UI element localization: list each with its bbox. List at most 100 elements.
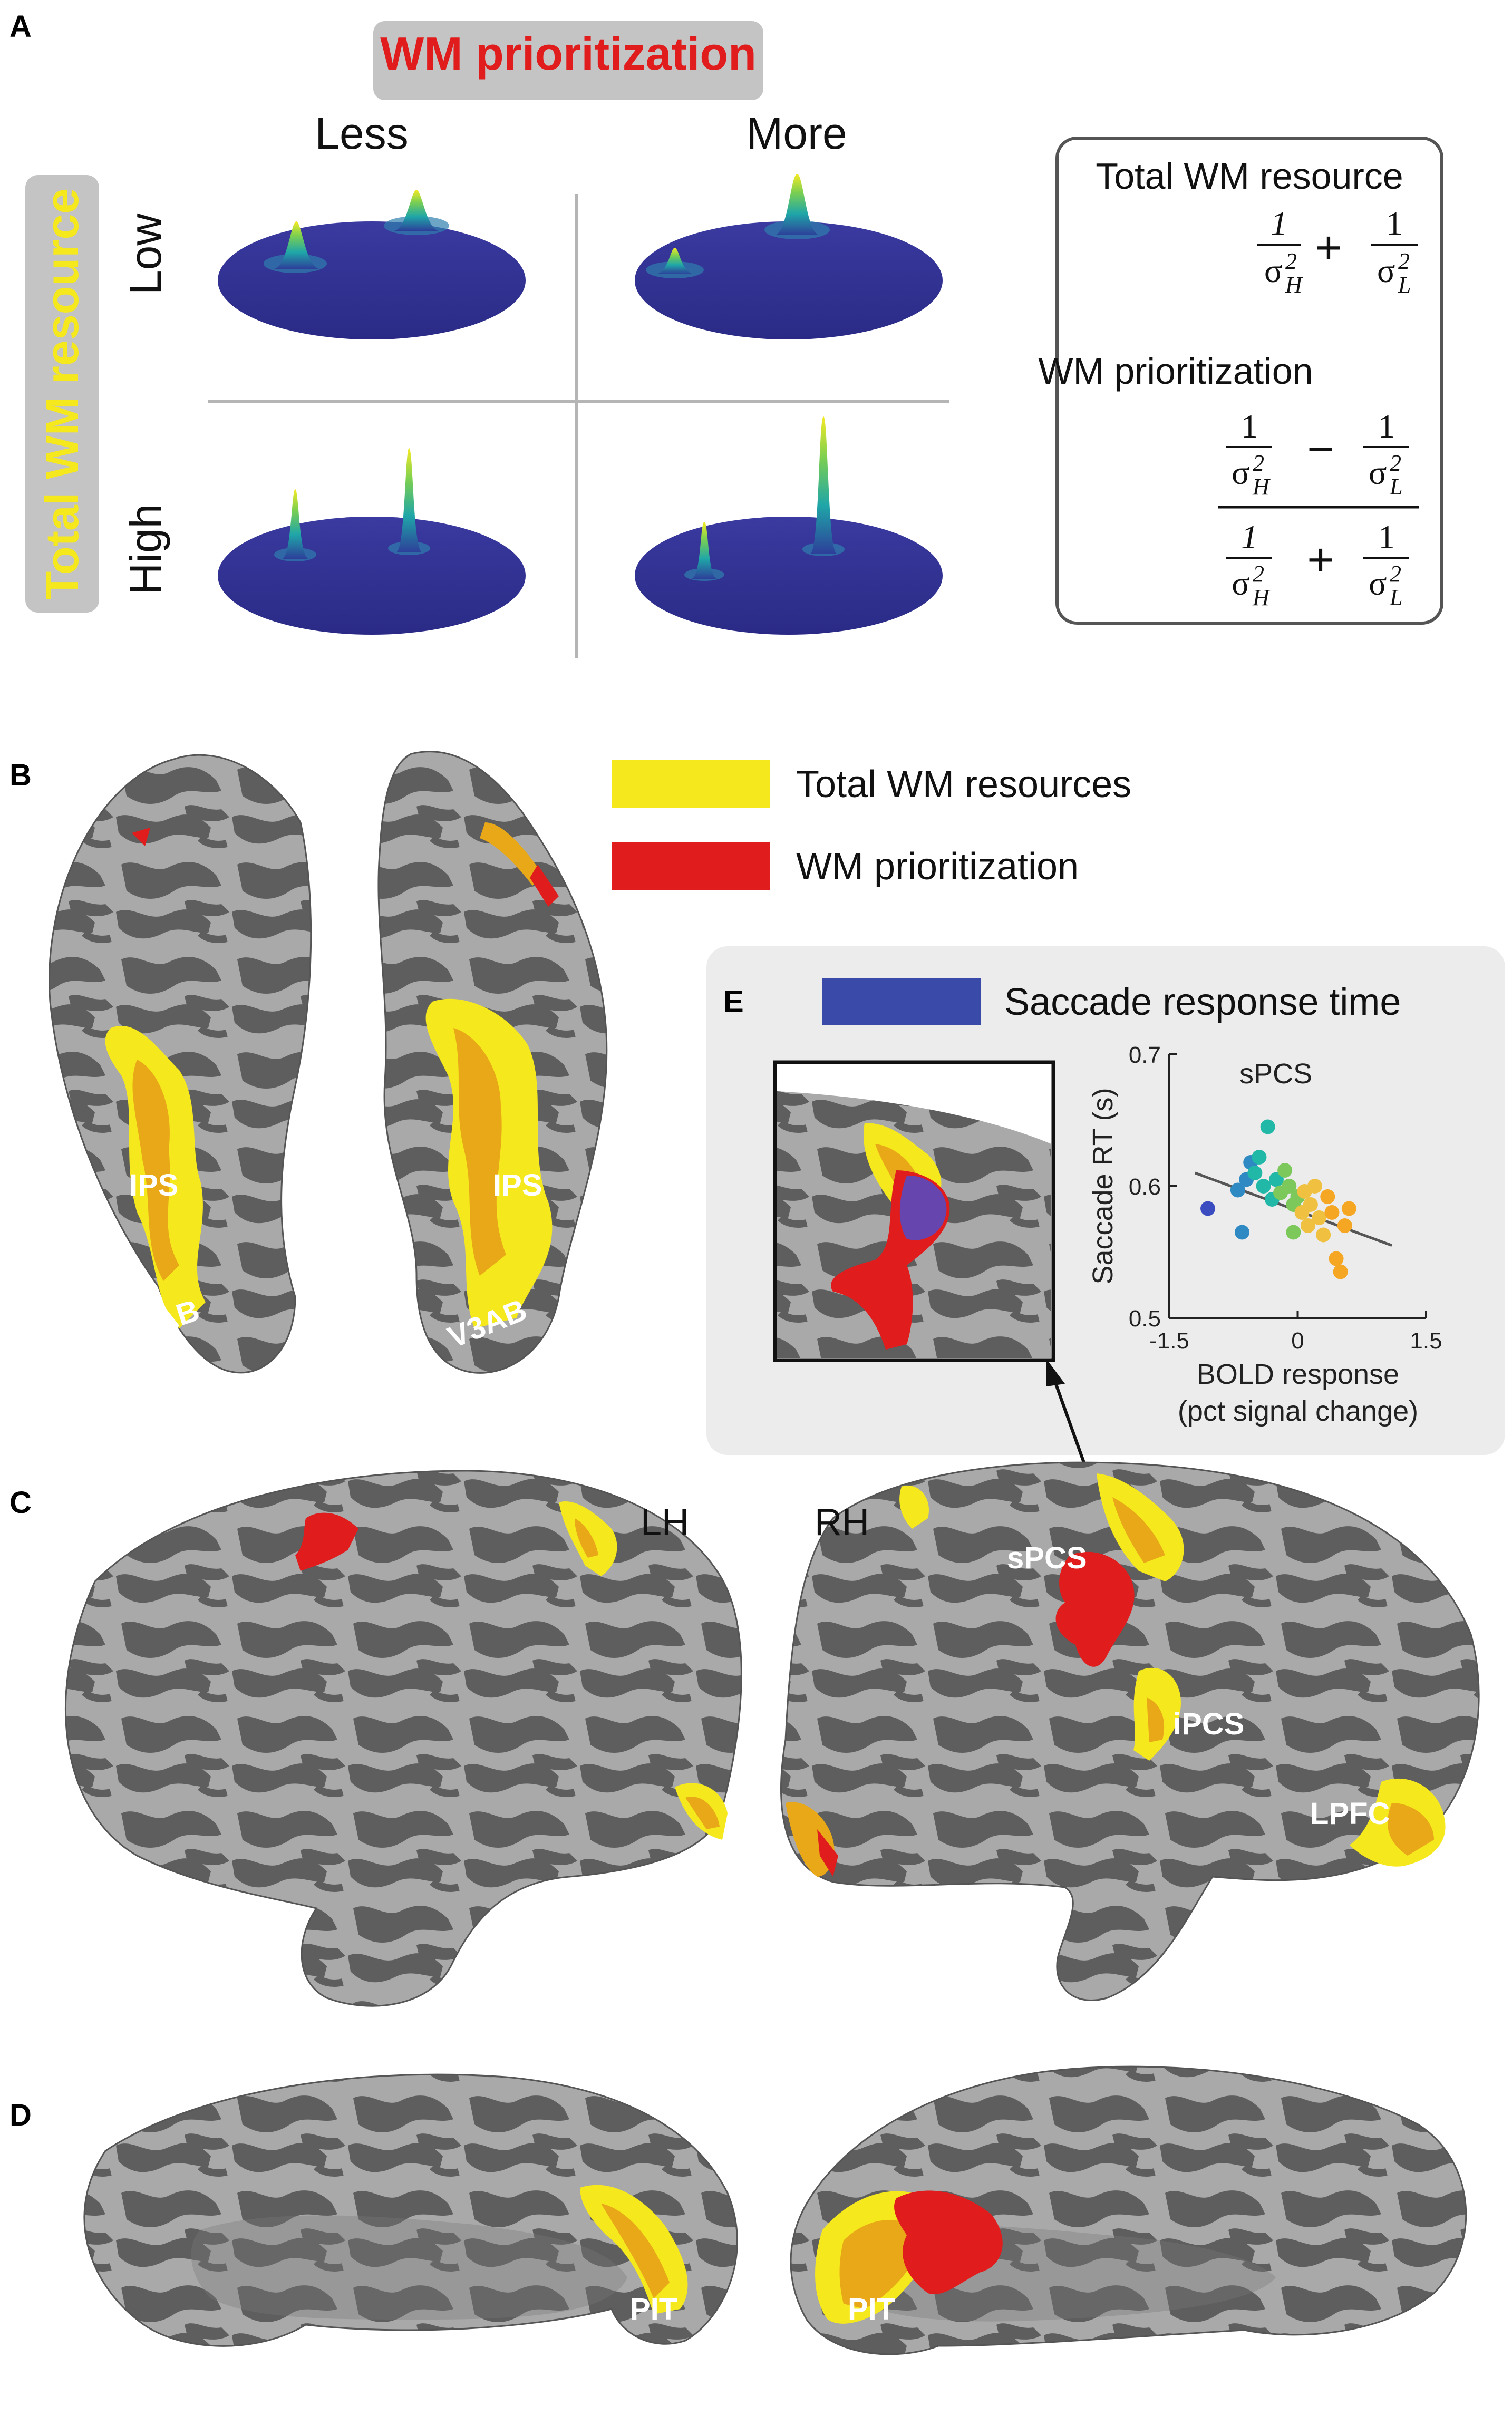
formula-title-total: Total WM resource — [1096, 156, 1403, 197]
x-axis-title-line1: BOLD response — [1197, 1359, 1399, 1390]
disk-high-more — [635, 416, 943, 635]
svg-text:1: 1 — [1271, 205, 1287, 242]
hemisphere-label-rh: RH — [815, 1501, 869, 1544]
region-label-ips-right: IPS — [493, 1168, 542, 1202]
x-tick-label: 1.5 — [1410, 1328, 1442, 1354]
scatter-point — [1320, 1189, 1335, 1204]
column-label-less: Less — [315, 109, 408, 158]
scatter-point — [1307, 1179, 1322, 1194]
svg-text:L: L — [1398, 272, 1411, 298]
wm-prioritization-header-box — [373, 21, 763, 100]
region-label-spcs: sPCS — [1007, 1541, 1087, 1575]
scatter-point — [1286, 1225, 1301, 1240]
wm-prioritization-header: WM prioritization — [380, 27, 757, 80]
disk-low-more — [635, 174, 943, 339]
legend-label-saccade: Saccade response time — [1004, 981, 1401, 1023]
svg-text:σ: σ — [1264, 252, 1283, 289]
row-label-high: High — [121, 504, 170, 595]
svg-text:1: 1 — [1241, 518, 1258, 556]
disk-low-less — [218, 190, 526, 339]
svg-text:+: + — [1315, 221, 1342, 274]
brain-dorsal-right: IPS V3AB — [377, 751, 608, 1374]
x-tick-label: 0 — [1291, 1328, 1304, 1354]
panel-label-d: D — [9, 2098, 32, 2132]
legend-swatch-prior — [612, 842, 770, 890]
y-tick-label: 0.7 — [1129, 1042, 1161, 1068]
svg-text:1: 1 — [1378, 407, 1395, 445]
zoom-inset — [773, 1060, 1055, 1362]
brain-lateral-right: RH sPCS iPCS LPFC — [780, 1461, 1480, 2001]
svg-text:σ: σ — [1232, 565, 1250, 602]
scatter-point — [1300, 1218, 1315, 1233]
svg-text:σ: σ — [1232, 454, 1250, 491]
svg-text:2: 2 — [1253, 561, 1264, 587]
column-label-more: More — [746, 109, 847, 158]
y-tick-label: 0.6 — [1129, 1174, 1161, 1200]
scatter-point — [1234, 1225, 1249, 1240]
x-tick-label: -1.5 — [1149, 1328, 1189, 1354]
scatter-plot: sPCS 0.5 0.6 0.7 -1.5 0 1.5 Saccade RT (s) B… — [1087, 1042, 1442, 1427]
scatter-point — [1333, 1264, 1348, 1279]
svg-text:1: 1 — [1386, 205, 1403, 242]
svg-text:H: H — [1252, 474, 1271, 500]
scatter-point — [1341, 1201, 1356, 1216]
legend-label-total: Total WM resources — [796, 763, 1131, 806]
region-label-ipcs: iPCS — [1173, 1707, 1244, 1741]
brain-ventral-right: PIT — [790, 2065, 1467, 2355]
scatter-point — [1200, 1201, 1216, 1216]
disk-high-less — [218, 448, 526, 635]
scatter-point — [1312, 1210, 1327, 1225]
y-tick-label: 0.5 — [1129, 1306, 1161, 1332]
scatter-point — [1324, 1205, 1340, 1220]
svg-text:H: H — [1252, 585, 1271, 610]
svg-text:σ: σ — [1377, 252, 1395, 289]
brain-lateral-left: LH — [64, 1470, 742, 2007]
svg-text:2: 2 — [1285, 248, 1297, 274]
legend-label-prior: WM prioritization — [796, 846, 1079, 888]
scatter-point — [1316, 1227, 1331, 1243]
svg-text:L: L — [1389, 474, 1402, 500]
formula-box: Total WM resource 1 σ 2 H + 1 σ 2 L WM p… — [1038, 137, 1443, 625]
svg-text:2: 2 — [1398, 248, 1410, 274]
formula-title-prior: WM prioritization — [1038, 351, 1313, 392]
scatter-point — [1303, 1197, 1318, 1212]
svg-text:−: − — [1307, 423, 1334, 475]
formula-prior: 1 σ 2 H − 1 σ 2 L 1 σ 2 H + 1 σ 2 L — [1218, 407, 1419, 610]
scatter-point — [1337, 1218, 1352, 1233]
panel-label-a: A — [9, 9, 32, 44]
legend: Total WM resources WM prioritization — [612, 760, 1131, 890]
panel-label-c: C — [9, 1486, 32, 1520]
y-axis-title: Saccade RT (s) — [1087, 1088, 1119, 1284]
scatter-point — [1252, 1150, 1267, 1165]
svg-text:σ: σ — [1369, 454, 1387, 491]
svg-text:H: H — [1285, 272, 1303, 298]
panel-label-b: B — [9, 758, 32, 792]
brain-ventral-left: PIT — [83, 2073, 738, 2347]
legend-swatch-total — [612, 760, 770, 808]
total-resource-side-label: Total WM resource — [36, 188, 88, 600]
region-label-lpfc: LPFC — [1310, 1797, 1390, 1831]
scatter-point — [1329, 1251, 1344, 1266]
region-label-ips-left: IPS — [129, 1168, 179, 1202]
panel-e: E Saccade response time sPCS 0.5 0.6 0.7 -… — [706, 946, 1505, 1455]
svg-text:1: 1 — [1378, 518, 1395, 556]
svg-text:σ: σ — [1369, 565, 1387, 602]
x-axis-title-line2: (pct signal change) — [1178, 1395, 1418, 1427]
total-resource-side-box — [25, 175, 99, 613]
scatter-point — [1230, 1182, 1245, 1198]
svg-text:L: L — [1389, 585, 1402, 610]
svg-text:2: 2 — [1253, 450, 1264, 476]
hemisphere-label-lh: LH — [641, 1501, 689, 1544]
row-label-low: Low — [121, 214, 170, 295]
region-label-pit-left: PIT — [630, 2292, 677, 2326]
svg-text:2: 2 — [1390, 450, 1401, 476]
scatter-point — [1277, 1163, 1293, 1178]
svg-text:1: 1 — [1241, 407, 1258, 445]
panel-label-e: E — [723, 985, 744, 1019]
chart-title: sPCS — [1239, 1058, 1312, 1090]
svg-text:2: 2 — [1390, 561, 1401, 587]
scatter-point — [1256, 1179, 1271, 1194]
scatter-point — [1247, 1166, 1263, 1180]
brain-dorsal-left: IPS V3AB — [49, 754, 312, 1374]
